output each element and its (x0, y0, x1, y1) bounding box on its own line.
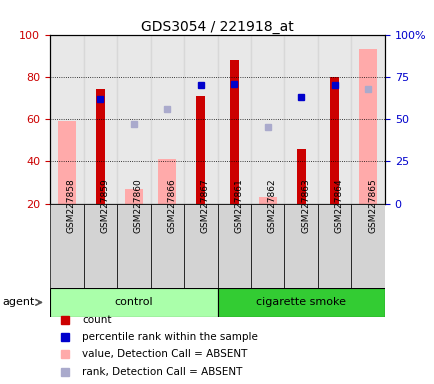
Bar (317, 35, 351, 204)
Bar (250, 244, 284, 246)
Bar (296, 149, 305, 204)
Text: rank, Detection Call = ABSENT: rank, Detection Call = ABSENT (82, 366, 242, 377)
Bar (351, 204, 384, 288)
Text: GSM227865: GSM227865 (367, 179, 376, 233)
Bar (50, 35, 83, 204)
Bar (351, 244, 384, 246)
Bar (329, 77, 339, 204)
Bar (50, 204, 83, 288)
Text: GSM227858: GSM227858 (67, 179, 76, 233)
Bar (117, 204, 150, 288)
Title: GDS3054 / 221918_at: GDS3054 / 221918_at (141, 20, 293, 33)
Bar (217, 244, 250, 246)
Bar (217, 35, 250, 204)
Bar (250, 204, 284, 288)
Bar (124, 189, 143, 204)
Text: GSM227863: GSM227863 (300, 179, 309, 233)
Bar (158, 159, 176, 204)
Text: agent: agent (3, 297, 35, 307)
Bar (95, 89, 105, 204)
Text: percentile rank within the sample: percentile rank within the sample (82, 332, 257, 342)
Bar (258, 197, 276, 204)
Bar (284, 244, 317, 246)
Text: GSM227861: GSM227861 (234, 179, 243, 233)
Bar (50, 288, 217, 317)
Bar (50, 244, 83, 246)
Text: GSM227862: GSM227862 (267, 179, 276, 233)
Bar (83, 204, 117, 288)
Bar (250, 35, 284, 204)
Bar (117, 35, 150, 204)
Text: control: control (114, 297, 153, 308)
Bar (83, 244, 117, 246)
Text: GSM227864: GSM227864 (334, 179, 343, 233)
Bar (57, 121, 76, 204)
Bar (358, 50, 377, 204)
Bar (317, 204, 351, 288)
Bar (184, 244, 217, 246)
Bar (150, 204, 184, 288)
Bar (150, 244, 184, 246)
Text: GSM227866: GSM227866 (167, 179, 176, 233)
Bar (83, 35, 117, 204)
Bar (196, 96, 205, 204)
Text: count: count (82, 314, 112, 325)
Text: GSM227867: GSM227867 (201, 179, 209, 233)
Text: GSM227860: GSM227860 (134, 179, 142, 233)
Text: cigarette smoke: cigarette smoke (256, 297, 345, 308)
Bar (184, 35, 217, 204)
Bar (217, 204, 250, 288)
Bar (117, 244, 150, 246)
Bar (150, 35, 184, 204)
Bar (184, 204, 217, 288)
Text: value, Detection Call = ABSENT: value, Detection Call = ABSENT (82, 349, 247, 359)
Bar (284, 35, 317, 204)
Bar (317, 244, 351, 246)
Bar (217, 288, 384, 317)
Bar (351, 35, 384, 204)
Text: GSM227859: GSM227859 (100, 179, 109, 233)
Bar (229, 60, 238, 204)
Bar (284, 204, 317, 288)
